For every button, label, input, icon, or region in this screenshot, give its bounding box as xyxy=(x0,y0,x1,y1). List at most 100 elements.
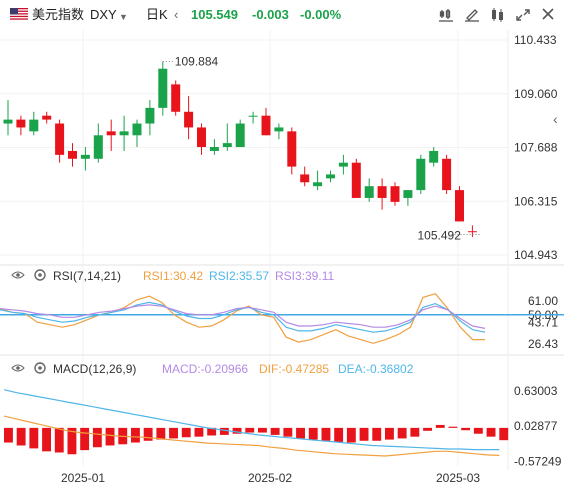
candle-body xyxy=(235,123,245,148)
macd-histogram-bar xyxy=(372,427,382,441)
macd-series-label: DEA:-0.36802 xyxy=(338,362,414,376)
macd-histogram-bar xyxy=(29,427,39,449)
candle-body xyxy=(132,123,142,136)
macd-histogram-bar xyxy=(499,427,509,441)
candle-body xyxy=(55,123,65,155)
candle-body xyxy=(429,150,439,163)
us-flag-icon xyxy=(10,8,28,21)
eye-outline xyxy=(11,364,25,372)
eye-outline xyxy=(11,271,25,279)
macd-histogram-bar xyxy=(296,427,305,439)
macd-histogram-bar xyxy=(92,427,102,448)
candle-body xyxy=(158,68,168,108)
macd-axis-tick: -0.57249 xyxy=(514,454,562,468)
candle-body xyxy=(119,131,129,136)
macd-histogram-bar xyxy=(473,427,483,434)
fullscreen-icon[interactable] xyxy=(514,7,532,23)
macd-histogram-bar xyxy=(54,427,64,453)
candle-body xyxy=(42,115,52,120)
macd-histogram-bar xyxy=(423,427,432,431)
macd-axis-tick: 0.02877 xyxy=(514,419,558,433)
candle-body xyxy=(326,174,335,179)
candle-body xyxy=(197,127,206,148)
chart-toolbar: 美元指数 DXY ▼ 日K ‹ 105.549 -0.003 -0.00% xyxy=(0,0,564,30)
rsi-series-label: RSI1:30.42 xyxy=(143,269,203,283)
macd-histogram-bar xyxy=(232,427,242,434)
macd-histogram-bar xyxy=(194,427,204,437)
macd-line xyxy=(3,389,500,451)
low-annotation: 105.492 xyxy=(418,229,462,243)
macd-histogram-bar xyxy=(308,427,318,440)
collapse-arrow-icon[interactable]: ‹ xyxy=(553,111,558,127)
draw-tool-icon[interactable] xyxy=(463,7,481,23)
symbol-name[interactable]: 美元指数 xyxy=(32,7,85,22)
candle-body xyxy=(313,182,323,187)
eye-pupil xyxy=(16,273,20,277)
macd-histogram-bar xyxy=(131,427,140,443)
macd-histogram-bar xyxy=(461,427,471,431)
candle-body xyxy=(416,158,426,191)
chevron-left-icon[interactable]: ‹ xyxy=(174,7,179,22)
candle-body xyxy=(68,150,77,159)
macd-histogram-bar xyxy=(219,427,229,435)
macd-histogram-bar xyxy=(80,427,90,451)
candle-body xyxy=(467,231,477,233)
candle-body xyxy=(338,162,348,167)
candle-body xyxy=(261,115,271,136)
rsi-axis-tick: 61.00 xyxy=(528,294,558,308)
close-icon[interactable] xyxy=(539,7,557,23)
candle-body xyxy=(184,111,194,128)
macd-series-label: DIF:-0.47285 xyxy=(259,362,329,376)
chart-type-icon[interactable] xyxy=(489,7,507,23)
macd-series-label: MACD:-0.20966 xyxy=(162,362,248,376)
price-axis-tick: 106.315 xyxy=(514,194,558,208)
rsi-label: RSI(7,14,21) xyxy=(53,269,121,283)
period-selector[interactable]: 日K xyxy=(146,7,168,22)
macd-histogram-bar xyxy=(435,424,445,428)
macd-histogram-bar xyxy=(397,427,407,439)
candle-body xyxy=(209,147,219,151)
candle-body xyxy=(390,186,400,202)
symbol-code[interactable]: DXY xyxy=(90,7,117,22)
candle-body xyxy=(274,127,284,132)
eye-icon xyxy=(11,271,25,279)
price-axis-tick: 109.060 xyxy=(514,87,558,101)
price-axis-tick: 110.433 xyxy=(514,33,557,47)
macd-histogram-bar xyxy=(156,427,166,440)
price-change: -0.003 xyxy=(252,7,289,22)
settings-icon xyxy=(34,362,46,374)
time-axis-tick: 2025-02 xyxy=(248,471,292,485)
candle-body xyxy=(455,190,464,222)
macd-histogram-bar xyxy=(105,427,115,446)
candle-body xyxy=(80,154,90,159)
macd-histogram-bar xyxy=(486,427,496,437)
candle-body xyxy=(300,174,310,183)
macd-histogram-bar xyxy=(385,427,394,440)
macd-histogram-bar xyxy=(169,427,178,439)
macd-histogram-bar xyxy=(270,427,280,435)
rsi-line xyxy=(0,304,486,329)
high-annotation: 109.884 xyxy=(175,55,219,69)
macd-histogram-bar xyxy=(410,427,420,437)
candle-body xyxy=(403,190,413,198)
eye-pupil xyxy=(16,366,20,370)
candle-body xyxy=(351,162,361,198)
macd-histogram-bar xyxy=(181,427,191,438)
settings-icon xyxy=(34,269,46,281)
macd-histogram-bar xyxy=(321,427,331,441)
macd-label: MACD(12,26,9) xyxy=(53,362,136,376)
current-price: 105.549 xyxy=(191,7,238,22)
gear-outline xyxy=(34,269,46,281)
candle-body xyxy=(93,135,103,159)
macd-histogram-bar xyxy=(16,427,26,446)
candle-body xyxy=(145,107,155,124)
candle-body xyxy=(364,186,374,198)
candle-body xyxy=(248,115,258,117)
candle-style-icon[interactable] xyxy=(437,7,455,23)
dropdown-icon[interactable]: ▼ xyxy=(119,12,128,22)
rsi-series-label: RSI2:35.57 xyxy=(209,269,269,283)
candle-body xyxy=(29,119,39,132)
candle-body xyxy=(442,158,452,191)
candle-body xyxy=(3,119,13,124)
